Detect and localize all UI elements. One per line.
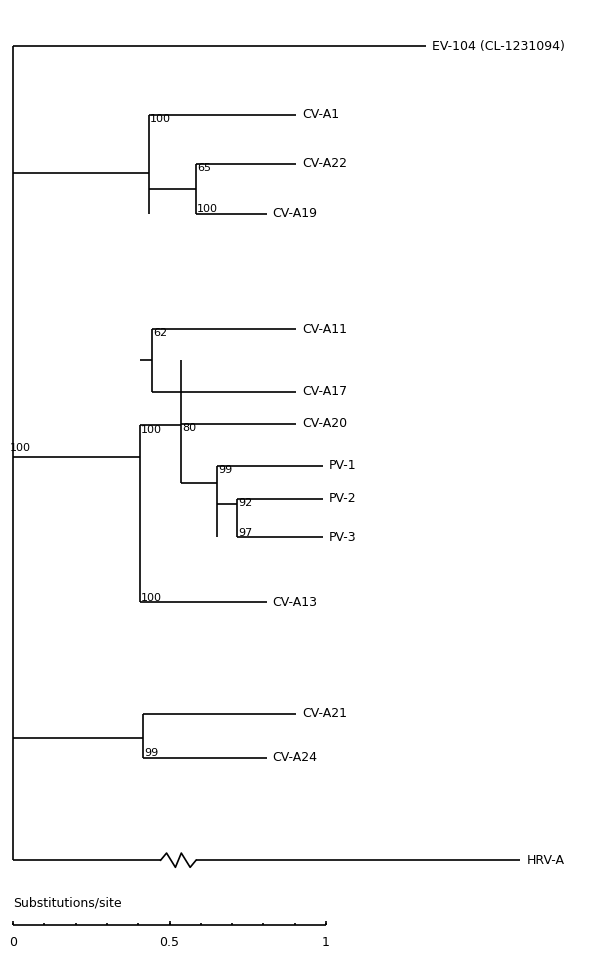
Text: CV-A24: CV-A24 [273, 751, 318, 764]
Text: CV-A17: CV-A17 [302, 385, 347, 398]
Text: 99: 99 [218, 465, 232, 475]
Text: 1: 1 [322, 936, 330, 949]
Text: 100: 100 [141, 593, 162, 603]
Text: CV-A11: CV-A11 [302, 323, 347, 335]
Text: 80: 80 [182, 423, 197, 433]
Text: 97: 97 [239, 528, 253, 537]
Text: HRV-A: HRV-A [526, 854, 565, 867]
Text: CV-A13: CV-A13 [273, 596, 318, 608]
Text: Substitutions/site: Substitutions/site [13, 897, 122, 909]
Text: 0: 0 [9, 936, 17, 949]
Text: 100: 100 [141, 425, 162, 435]
Text: CV-A20: CV-A20 [302, 417, 347, 430]
Text: 100: 100 [150, 114, 171, 125]
Text: CV-A1: CV-A1 [302, 108, 340, 122]
Text: 0.5: 0.5 [160, 936, 179, 949]
Text: CV-A22: CV-A22 [302, 157, 347, 171]
Text: CV-A19: CV-A19 [273, 207, 318, 220]
Text: PV-1: PV-1 [329, 459, 356, 472]
Text: CV-A21: CV-A21 [302, 707, 347, 720]
Text: 65: 65 [197, 163, 211, 173]
Text: PV-2: PV-2 [329, 492, 356, 505]
Text: 99: 99 [144, 748, 158, 758]
Text: 92: 92 [239, 498, 253, 508]
Text: PV-3: PV-3 [329, 531, 356, 543]
Text: 100: 100 [10, 443, 31, 453]
Text: 62: 62 [153, 329, 167, 338]
Text: EV-104 (CL-1231094): EV-104 (CL-1231094) [432, 39, 565, 53]
Text: 100: 100 [197, 204, 218, 215]
